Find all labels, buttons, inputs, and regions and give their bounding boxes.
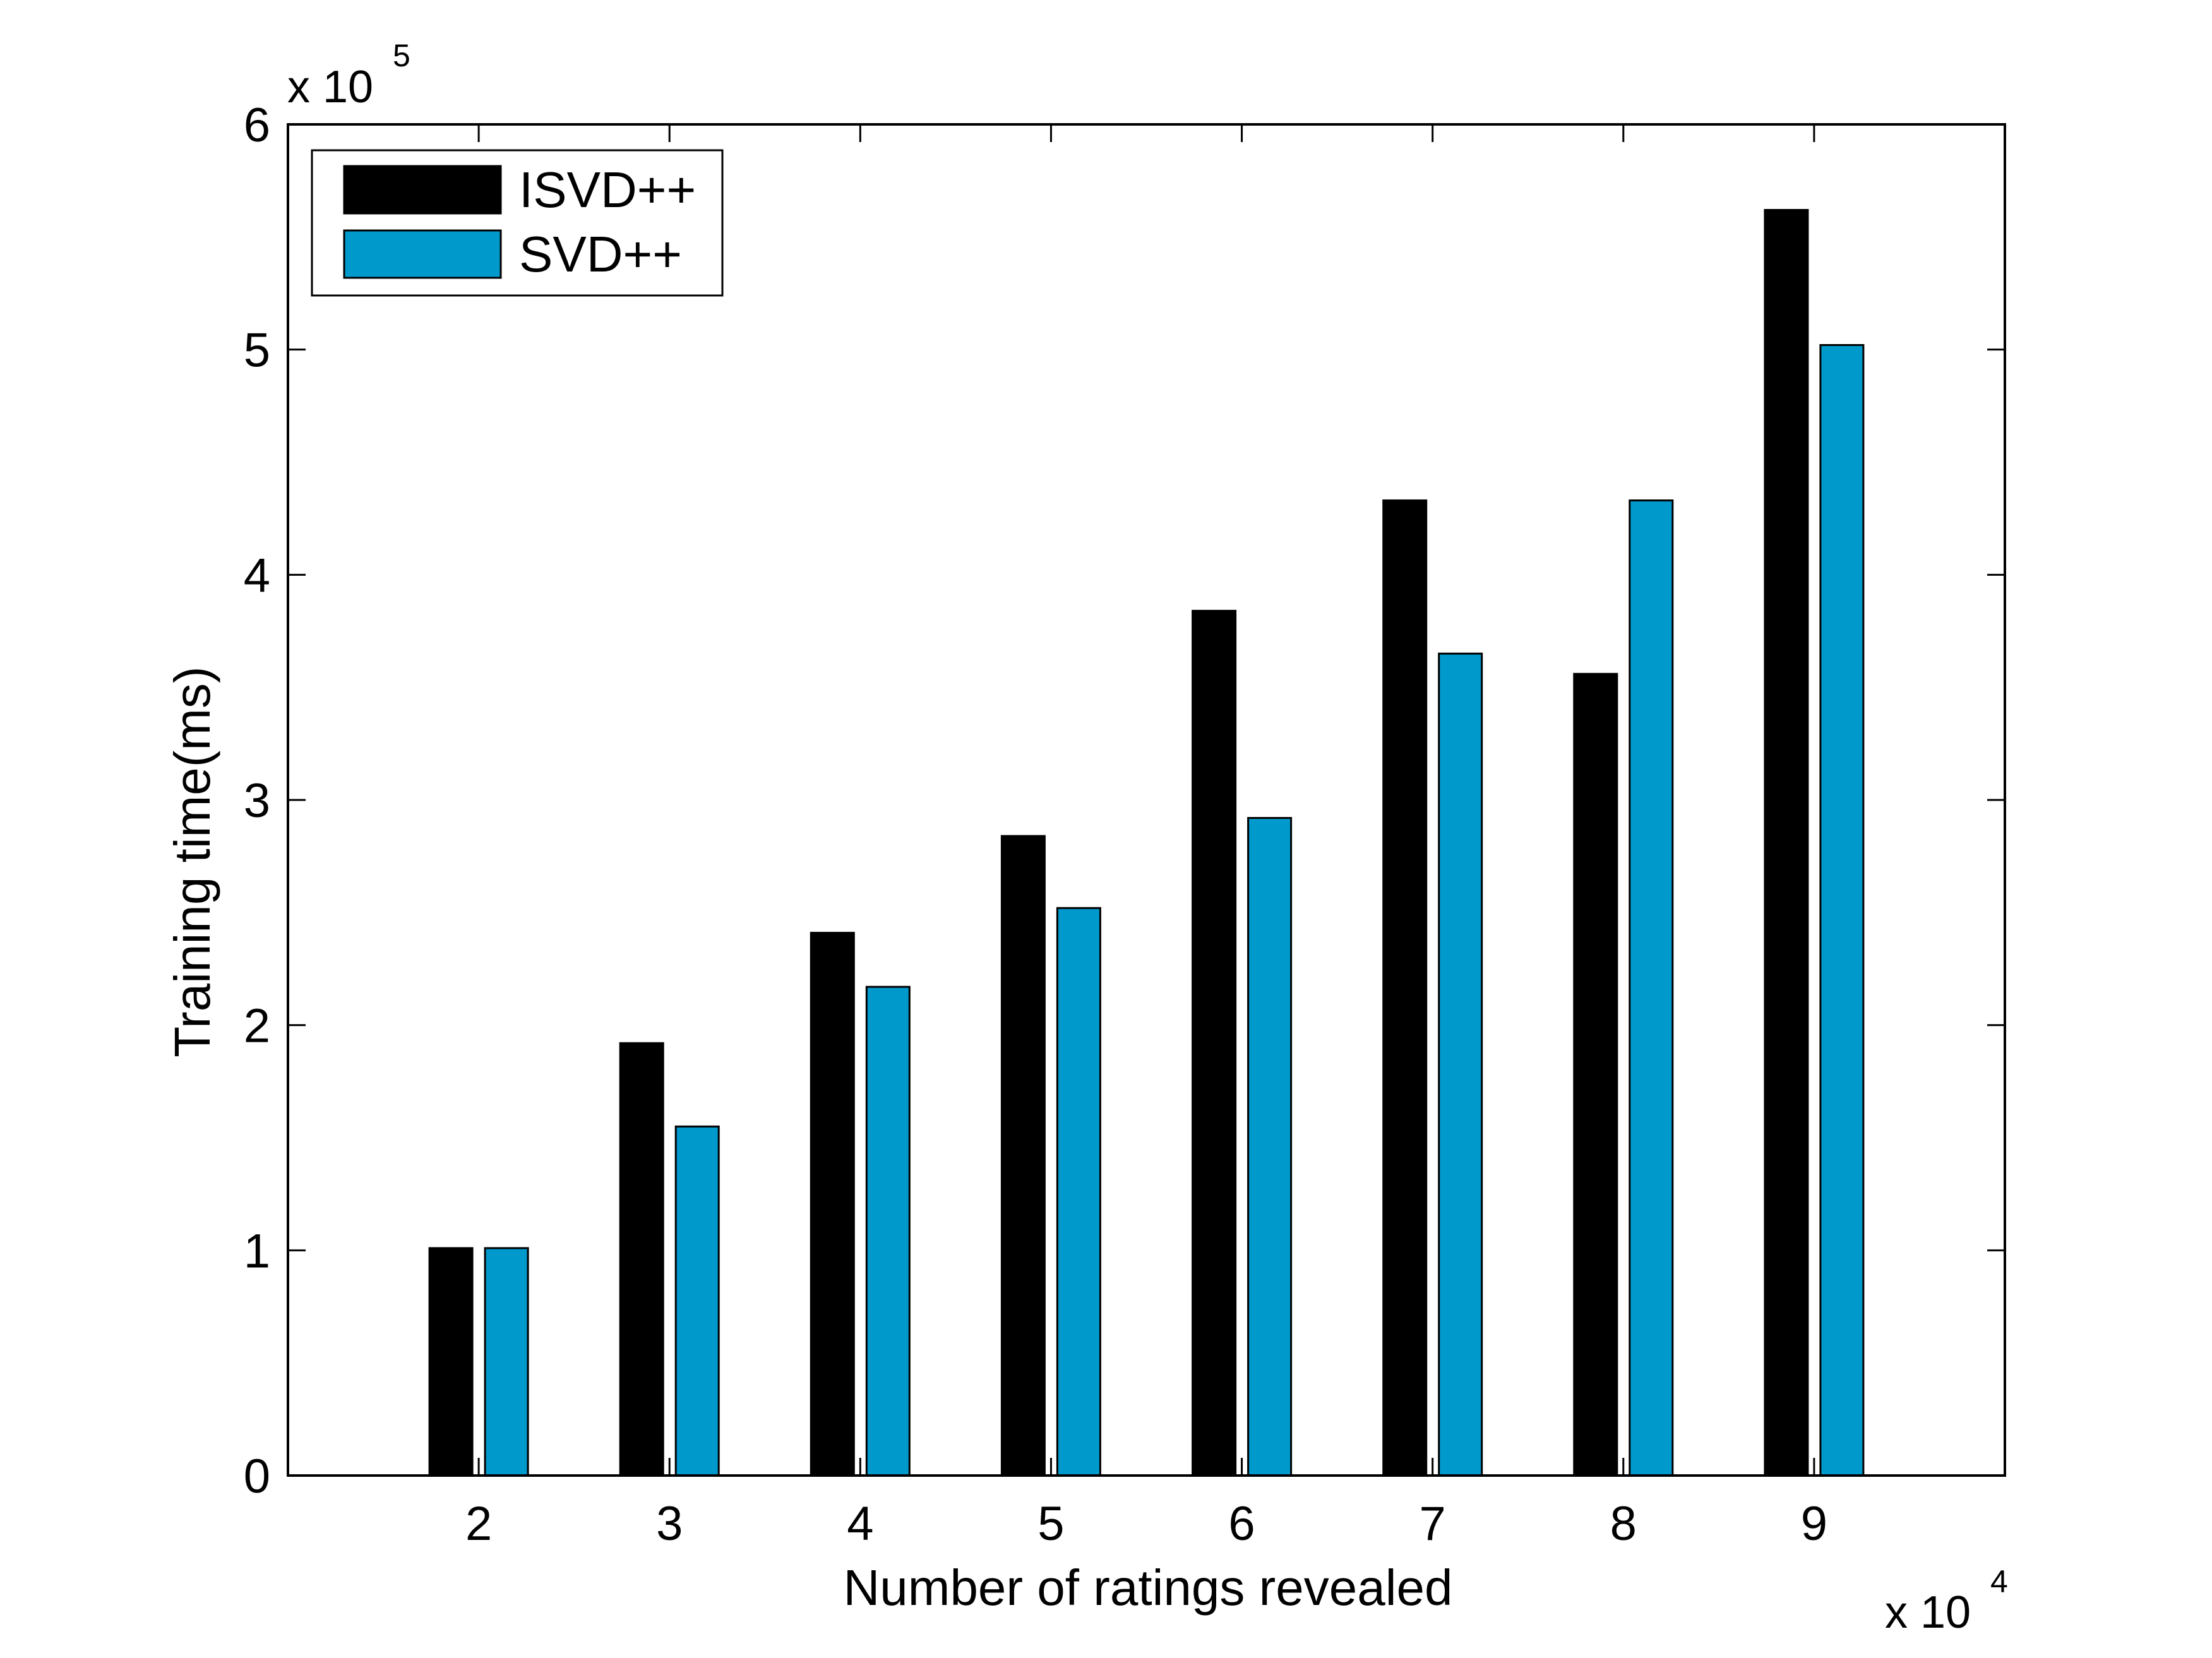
x-tick-label-7: 7	[1420, 1497, 1446, 1551]
x-tick-label-9: 9	[1801, 1497, 1827, 1551]
y-exponent-label: x 10 5	[287, 38, 410, 112]
bars-layer	[428, 209, 1865, 1477]
x-exponent-power: 4	[1990, 1564, 2008, 1599]
legend-swatch-svd	[343, 229, 502, 279]
y-tick-label-6: 6	[244, 98, 270, 152]
bar-isvd-6	[1192, 609, 1237, 1477]
x-tick-label-3: 3	[656, 1497, 683, 1551]
x-tick-label-5: 5	[1037, 1497, 1064, 1551]
bar-svd-3	[674, 1125, 720, 1477]
y-tick-label-1: 1	[244, 1224, 270, 1278]
x-tick-label-6: 6	[1228, 1497, 1255, 1551]
y-exponent-power: 5	[393, 38, 410, 73]
y-exponent-base: x 10	[287, 62, 373, 112]
x-tick-label-8: 8	[1610, 1497, 1637, 1551]
y-tick-label-4: 4	[244, 549, 270, 602]
y-tick-label-2: 2	[244, 999, 270, 1053]
bar-svd-6	[1247, 817, 1293, 1477]
bar-svd-4	[865, 986, 911, 1477]
bar-isvd-9	[1764, 209, 1809, 1477]
x-tick-label-4: 4	[847, 1497, 873, 1551]
x-tick-label-2: 2	[465, 1497, 492, 1551]
x-axis-label: Number of ratings revealed	[844, 1560, 1453, 1616]
plot-frame	[287, 123, 2006, 1477]
bar-isvd-8	[1573, 672, 1618, 1477]
bar-svd-5	[1056, 907, 1101, 1477]
x-exponent-label: x 10 4	[1885, 1564, 2008, 1638]
legend-label-isvd: ISVD++	[519, 162, 696, 218]
y-tick-label-5: 5	[244, 324, 270, 378]
y-axis-label: Training time(ms)	[164, 666, 220, 1057]
bar-svd-7	[1438, 652, 1483, 1477]
legend-label-svd: SVD++	[519, 226, 682, 282]
x-exponent-base: x 10	[1885, 1587, 1971, 1638]
y-tick-label-0: 0	[244, 1450, 270, 1503]
bar-isvd-5	[1000, 835, 1046, 1477]
bar-isvd-4	[810, 931, 855, 1477]
legend-swatch-isvd	[343, 165, 502, 215]
y-tick-label-3: 3	[244, 774, 270, 828]
bar-svd-2	[484, 1247, 529, 1477]
ticks-layer: 2 3 4 5 6 7 8 9 0 1 2 3 4 5 6	[244, 98, 2005, 1551]
bar-svd-9	[1819, 344, 1865, 1477]
bar-isvd-2	[428, 1247, 474, 1477]
bar-isvd-3	[619, 1042, 664, 1477]
bar-isvd-7	[1382, 499, 1428, 1477]
bar-svd-8	[1629, 499, 1674, 1477]
legend: ISVD++ SVD++	[311, 149, 724, 297]
